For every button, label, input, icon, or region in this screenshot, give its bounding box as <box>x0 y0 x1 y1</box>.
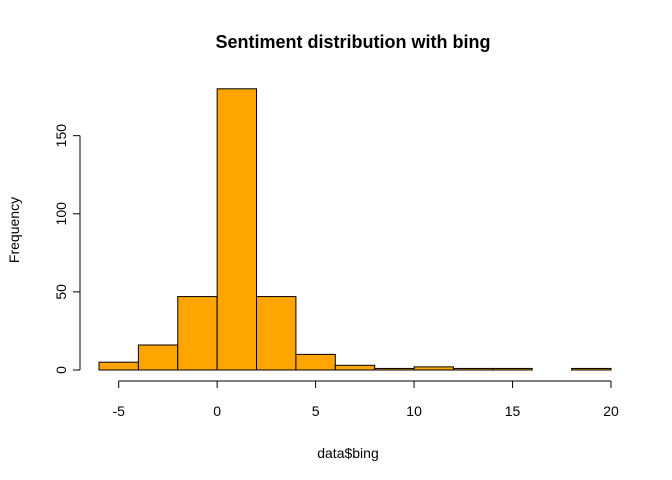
x-tick-label: 10 <box>406 403 422 419</box>
histogram-bar <box>492 367 533 371</box>
x-tick-label: 0 <box>213 403 221 419</box>
histogram-bar <box>177 296 218 371</box>
histogram-bar <box>571 367 612 371</box>
y-tick-label: 100 <box>53 202 69 226</box>
histogram-bar <box>295 353 336 371</box>
x-tick-label: 5 <box>312 403 320 419</box>
x-tick-label: 15 <box>505 403 521 419</box>
histogram-bar <box>334 364 376 371</box>
x-tick-label: 20 <box>603 403 619 419</box>
y-axis-label: Frequency <box>6 197 22 263</box>
histogram-bar <box>256 296 297 371</box>
histogram-bar <box>216 88 258 371</box>
x-tick-label: -5 <box>112 403 125 419</box>
histogram-bar <box>413 366 454 371</box>
y-tick-label: 0 <box>53 366 69 374</box>
y-tick-label: 150 <box>53 124 69 148</box>
bars-group <box>98 88 612 371</box>
y-tick-label: 50 <box>53 284 69 300</box>
histogram-bar <box>98 361 139 371</box>
histogram-bar <box>452 367 494 371</box>
histogram-bar <box>137 344 179 371</box>
y-axis: 0 50 100 150 <box>53 124 81 374</box>
chart-title: Sentiment distribution with bing <box>216 32 491 52</box>
histogram-bar <box>374 367 415 371</box>
x-axis-label: data$bing <box>317 445 379 461</box>
x-axis: -5 0 5 10 15 20 <box>112 380 619 419</box>
